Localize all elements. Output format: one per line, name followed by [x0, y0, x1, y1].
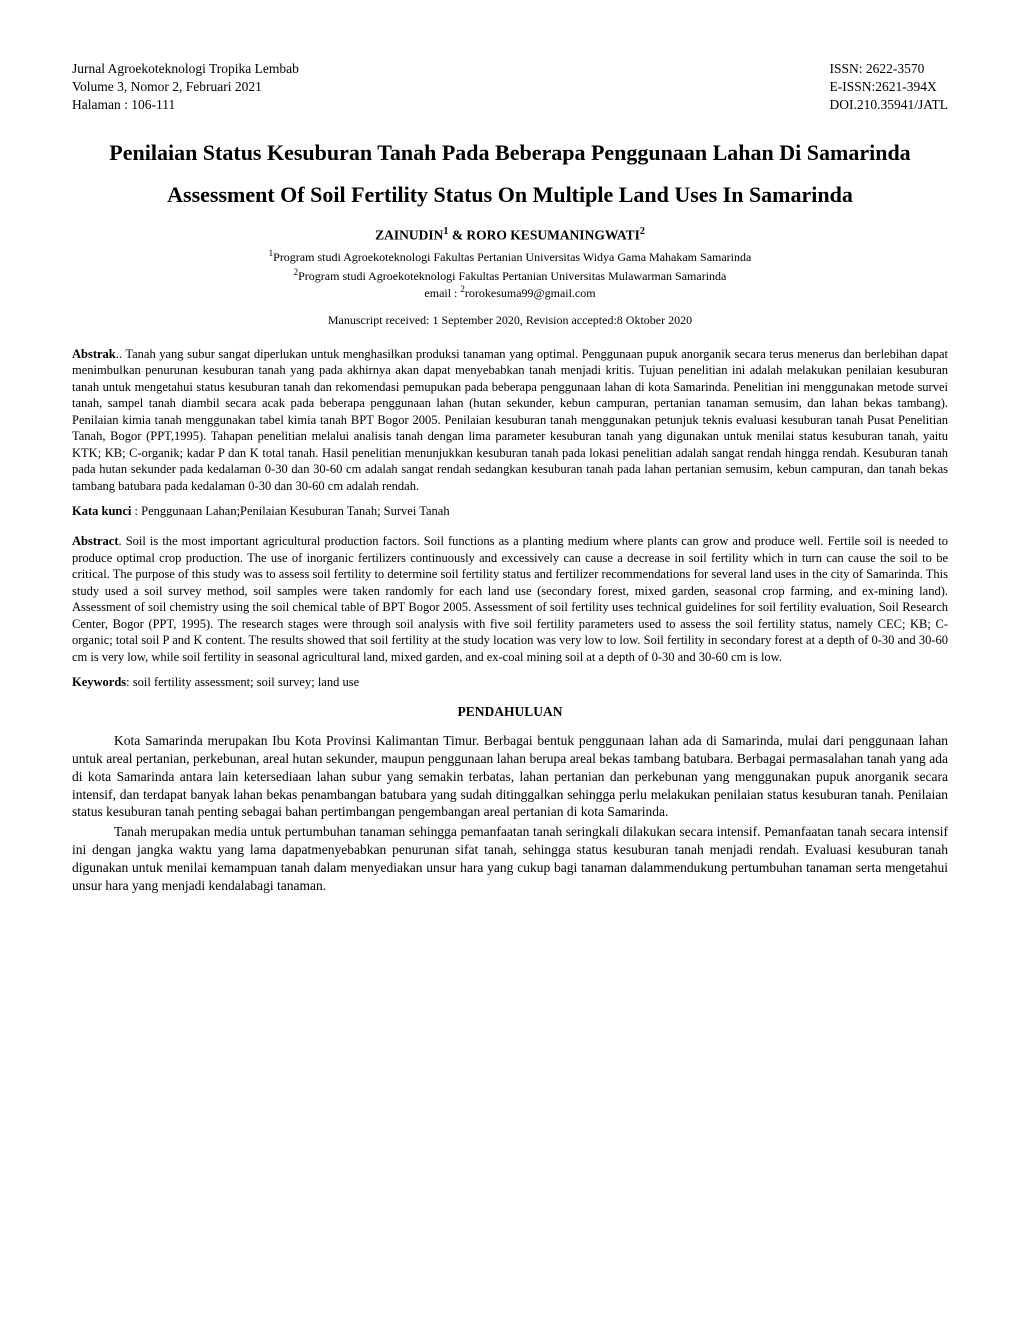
body-paragraph-2: Tanah merupakan media untuk pertumbuhan … — [72, 823, 948, 894]
abstract-text: . Soil is the most important agricultura… — [72, 534, 948, 664]
author-list: ZAINUDIN1 & RORO KESUMANINGWATI2 — [72, 226, 948, 244]
issn: ISSN: 2622-3570 — [830, 60, 949, 78]
abstract-label: Abstract — [72, 534, 119, 548]
section-heading-pendahuluan: PENDAHULUAN — [72, 704, 948, 720]
body-paragraph-1: Kota Samarinda merupakan Ibu Kota Provin… — [72, 732, 948, 821]
abstrak-text: .. Tanah yang subur sangat diperlukan un… — [72, 347, 948, 493]
eissn: E-ISSN:2621-394X — [830, 78, 949, 96]
katakunci-label: Kata kunci — [72, 504, 131, 518]
title-indonesian: Penilaian Status Kesuburan Tanah Pada Be… — [72, 139, 948, 168]
header-right: ISSN: 2622-3570 E-ISSN:2621-394X DOI.210… — [830, 60, 949, 115]
katakunci-text: : Penggunaan Lahan;Penilaian Kesuburan T… — [131, 504, 449, 518]
abstrak-label: Abstrak — [72, 347, 116, 361]
keywords-label: Keywords — [72, 675, 126, 689]
manuscript-dates: Manuscript received: 1 September 2020, R… — [72, 313, 948, 328]
keywords-text: : soil fertility assessment; soil survey… — [126, 675, 359, 689]
doi: DOI.210.35941/JATL — [830, 96, 949, 114]
katakunci-block: Kata kunci : Penggunaan Lahan;Penilaian … — [72, 504, 948, 519]
keywords-block: Keywords: soil fertility assessment; soi… — [72, 675, 948, 690]
affiliation-1: 1Program studi Agroekoteknologi Fakultas… — [72, 247, 948, 265]
header-left: Jurnal Agroekoteknologi Tropika Lembab V… — [72, 60, 299, 115]
volume-info: Volume 3, Nomor 2, Februari 2021 — [72, 78, 299, 96]
journal-name: Jurnal Agroekoteknologi Tropika Lembab — [72, 60, 299, 78]
page-range: Halaman : 106-111 — [72, 96, 299, 114]
abstrak-block: Abstrak.. Tanah yang subur sangat diperl… — [72, 346, 948, 495]
corresponding-email: email : 2rorokesuma99@gmail.com — [72, 284, 948, 301]
header-meta: Jurnal Agroekoteknologi Tropika Lembab V… — [72, 60, 948, 115]
affiliation-2: 2Program studi Agroekoteknologi Fakultas… — [72, 266, 948, 284]
abstract-block: Abstract. Soil is the most important agr… — [72, 533, 948, 665]
title-english: Assessment Of Soil Fertility Status On M… — [72, 181, 948, 210]
